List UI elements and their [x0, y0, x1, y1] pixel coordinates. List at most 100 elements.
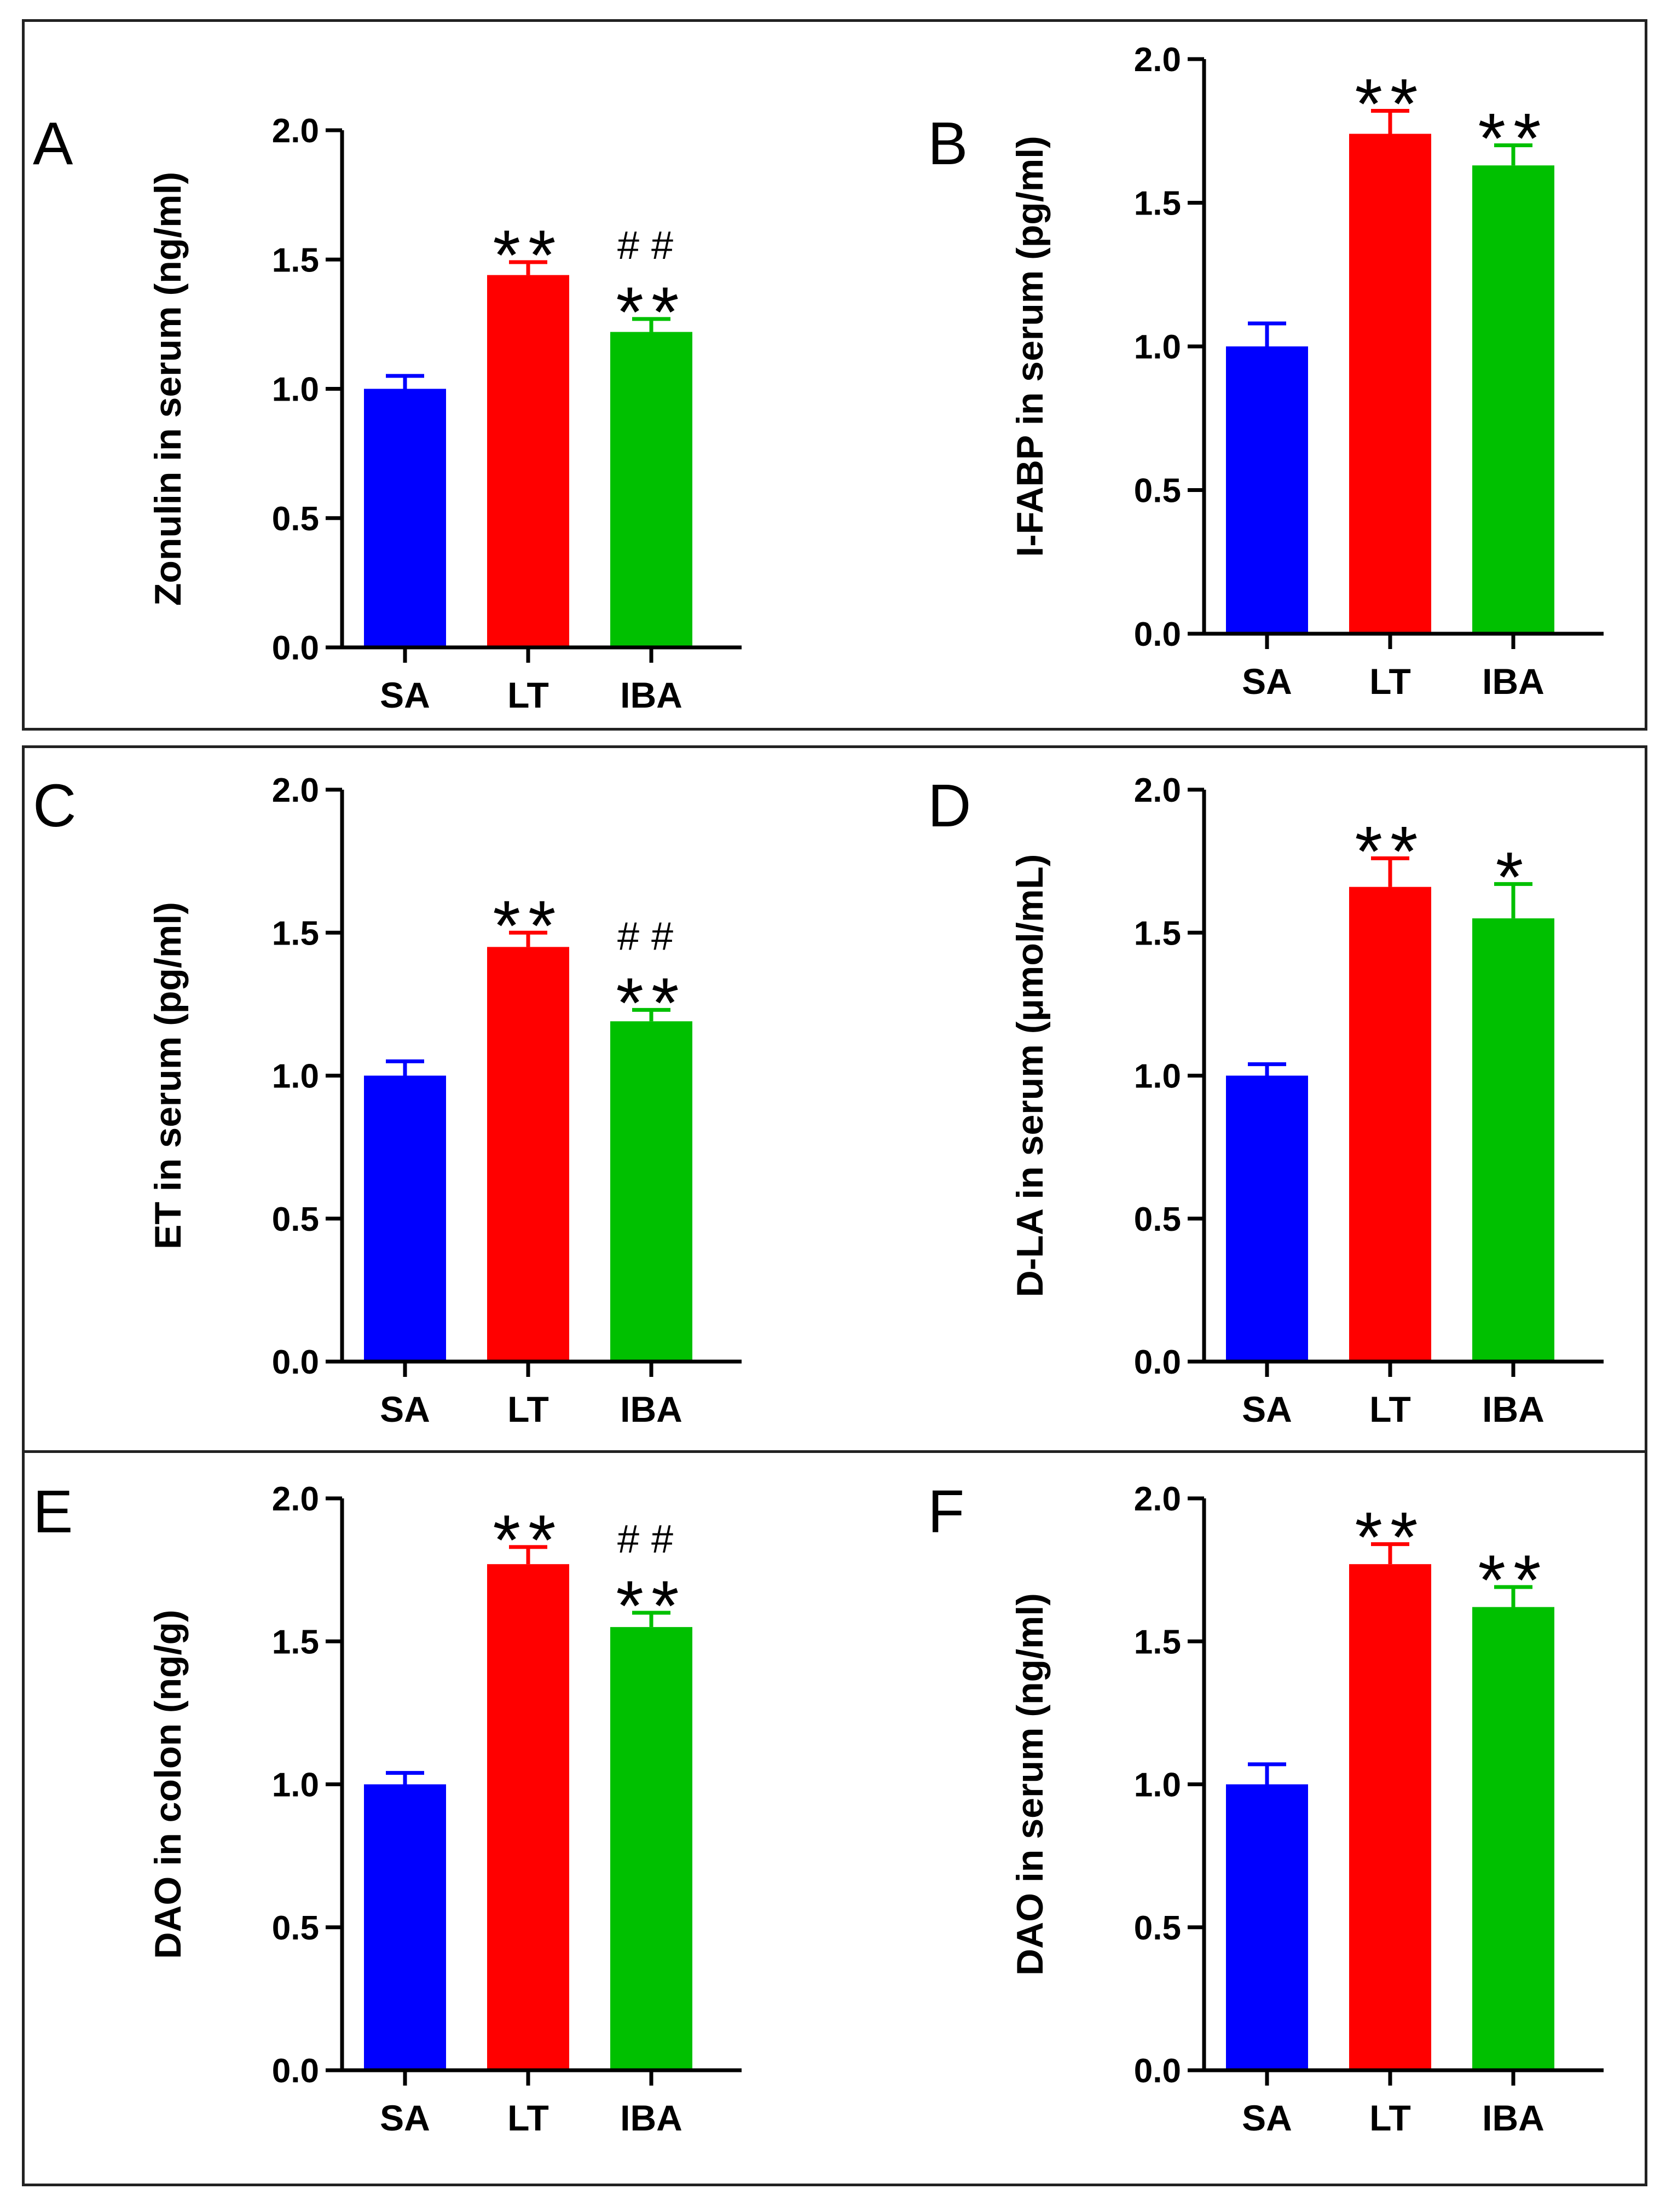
panel-f: F SA ** LT ** IBA 0.0 0.5 1.0 1.5 2.0 DAO in serum …: [928, 1478, 1604, 2138]
panel-c: C SA ** LT ** ## IBA 0.0 0.5 1.0 1.5 2.0 ET in serum…: [33, 772, 742, 1429]
x-tick-label-sa: SA: [1242, 661, 1292, 702]
y-tick-label: 2.0: [1134, 41, 1181, 79]
x-tick-label-lt: LT: [1369, 661, 1411, 702]
x-tick-label-sa: SA: [380, 1389, 430, 1429]
sig-marker-iba-0: **: [616, 272, 686, 352]
y-tick-label: 0.5: [272, 1909, 319, 1947]
y-tick-label: 1.5: [1134, 185, 1181, 223]
y-axis-title: DAO in colon (ng/g): [147, 1609, 189, 1959]
x-tick-label-lt: LT: [1369, 2098, 1411, 2138]
y-axis-title: I-FABP in serum (pg/ml): [1009, 136, 1051, 557]
x-tick-label-lt: LT: [507, 675, 549, 715]
y-tick-label: 2.0: [272, 772, 319, 809]
y-tick-label: 1.0: [1134, 328, 1181, 366]
bar-iba: [1472, 918, 1554, 1362]
y-tick-label: 0.5: [272, 500, 319, 538]
bar-lt: [1349, 887, 1431, 1362]
y-tick-label: 1.5: [1134, 1623, 1181, 1661]
y-tick-label: 1.0: [272, 1058, 319, 1096]
x-tick-label-iba: IBA: [1482, 2098, 1544, 2138]
x-tick-label-lt: LT: [507, 2098, 549, 2138]
bar-lt: [487, 275, 569, 648]
bar-lt: [487, 1564, 569, 2070]
sig-marker-iba-0: **: [616, 1566, 686, 1646]
panel-b: B SA ** LT ** IBA 0.0 0.5 1.0 1.5 2.0 I-FABP in ser…: [928, 41, 1604, 702]
y-tick-label: 0.0: [272, 1344, 319, 1381]
bar-sa: [1226, 346, 1308, 634]
panel-e: E SA ** LT ** ## IBA 0.0 0.5 1.0 1.5 2.0 DAO in colo…: [33, 1478, 742, 2138]
panel-label-d: D: [928, 772, 971, 839]
panel-d: D SA ** LT * IBA 0.0 0.5 1.0 1.5 2.0 D-LA in serum …: [928, 772, 1604, 1429]
y-tick-label: 0.0: [1134, 1344, 1181, 1381]
sig-marker-iba-0: *: [1496, 837, 1531, 917]
y-tick-label: 2.0: [1134, 772, 1181, 809]
sig-marker-lt-0: **: [493, 885, 563, 965]
panel-label-c: C: [33, 772, 76, 839]
sig-marker-lt-0: **: [1355, 1497, 1425, 1577]
y-tick-label: 0.5: [272, 1201, 319, 1238]
bar-iba: [610, 1627, 692, 2070]
bar-sa: [364, 1784, 446, 2070]
bar-lt: [487, 947, 569, 1362]
y-tick-label: 1.0: [272, 1767, 319, 1804]
y-tick-label: 0.0: [1134, 616, 1181, 653]
x-tick-label-iba: IBA: [620, 2098, 682, 2138]
bar-sa: [364, 389, 446, 647]
bar-iba: [1472, 1607, 1554, 2070]
y-axis-title: DAO in serum (ng/ml): [1009, 1593, 1051, 1976]
bar-sa: [1226, 1075, 1308, 1362]
sig-marker-lt-0: **: [1355, 64, 1425, 144]
x-tick-label-sa: SA: [380, 675, 430, 715]
y-axis-title: ET in serum (pg/ml): [147, 902, 189, 1249]
y-tick-label: 2.0: [272, 112, 319, 150]
bar-iba: [610, 332, 692, 647]
x-tick-label-sa: SA: [1242, 2098, 1292, 2138]
y-tick-label: 1.0: [1134, 1058, 1181, 1096]
y-axis-title: Zonulin in serum (ng/ml): [147, 172, 189, 606]
y-tick-label: 0.5: [1134, 472, 1181, 510]
y-tick-label: 2.0: [272, 1480, 319, 1518]
y-axis-title: D-LA in serum (μmol/mL): [1009, 854, 1051, 1298]
sig-marker-lt-0: **: [493, 1500, 563, 1580]
y-tick-label: 1.5: [272, 241, 319, 279]
y-tick-label: 1.5: [272, 914, 319, 952]
sig-marker-lt-0: **: [493, 215, 563, 295]
sig-marker-iba-1: ##: [617, 1518, 685, 1561]
sig-marker-iba-1: ##: [617, 914, 685, 958]
y-tick-label: 2.0: [1134, 1480, 1181, 1518]
y-tick-label: 0.0: [1134, 2052, 1181, 2090]
bar-iba: [610, 1021, 692, 1362]
y-tick-label: 0.5: [1134, 1909, 1181, 1947]
sig-marker-lt-0: **: [1355, 811, 1425, 891]
panel-label-a: A: [33, 110, 73, 177]
x-tick-label-iba: IBA: [620, 1389, 682, 1429]
sig-marker-iba-0: **: [1478, 99, 1548, 178]
bar-sa: [1226, 1784, 1308, 2070]
x-tick-label-lt: LT: [507, 1389, 549, 1429]
bar-iba: [1472, 165, 1554, 634]
y-tick-label: 0.0: [272, 2052, 319, 2090]
y-tick-label: 0.0: [272, 629, 319, 667]
x-tick-label-lt: LT: [1369, 1389, 1411, 1429]
sig-marker-iba-0: **: [616, 963, 686, 1043]
y-tick-label: 1.0: [1134, 1767, 1181, 1804]
x-tick-label-iba: IBA: [1482, 661, 1544, 702]
y-tick-label: 1.5: [272, 1623, 319, 1661]
bar-lt: [1349, 1564, 1431, 2070]
bar-lt: [1349, 134, 1431, 634]
bar-sa: [364, 1075, 446, 1362]
x-tick-label-sa: SA: [380, 2098, 430, 2138]
x-tick-label-iba: IBA: [620, 675, 682, 715]
y-tick-label: 1.0: [272, 371, 319, 409]
sig-marker-iba-1: ##: [617, 224, 685, 268]
panel-label-b: B: [928, 110, 968, 177]
x-tick-label-sa: SA: [1242, 1389, 1292, 1429]
y-tick-label: 0.5: [1134, 1201, 1181, 1238]
x-tick-label-iba: IBA: [1482, 1389, 1544, 1429]
y-tick-label: 1.5: [1134, 914, 1181, 952]
sig-marker-iba-0: **: [1478, 1540, 1548, 1620]
panel-label-f: F: [928, 1478, 964, 1545]
